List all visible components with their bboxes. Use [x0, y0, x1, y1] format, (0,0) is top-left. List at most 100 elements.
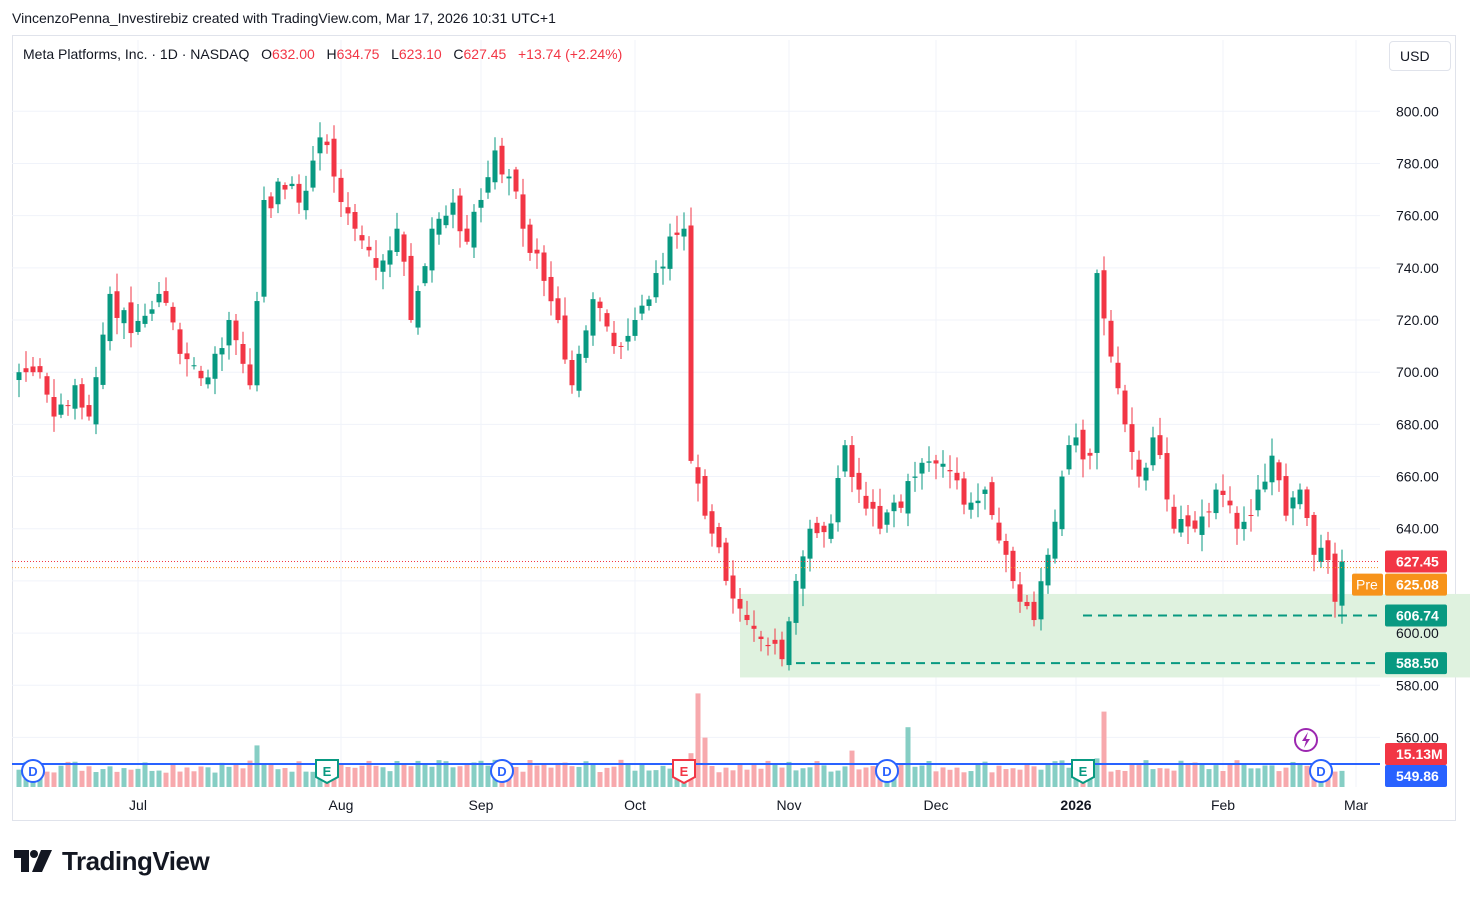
volume-bar — [1129, 763, 1135, 787]
candle — [121, 307, 127, 339]
volume-bar — [1122, 770, 1128, 787]
candle — [1178, 505, 1184, 537]
candle — [1122, 384, 1128, 433]
candle — [688, 207, 694, 464]
volume-bar — [51, 772, 57, 787]
volume-bar — [933, 771, 939, 787]
volume-bar — [562, 762, 568, 787]
candle-body — [1101, 270, 1107, 319]
volume-bar — [107, 766, 113, 787]
candle-body — [961, 478, 967, 505]
candle — [968, 492, 974, 519]
candle-body — [324, 141, 330, 146]
candle-body — [58, 404, 64, 415]
volume-bar — [415, 760, 421, 787]
volume-bar — [583, 761, 589, 787]
candle-body — [1262, 481, 1268, 490]
volume-bar — [429, 766, 435, 787]
candle — [1066, 435, 1072, 475]
volume-bar — [401, 764, 407, 787]
candle-body — [737, 598, 743, 609]
volume-bar — [261, 763, 267, 787]
candle-body — [891, 502, 897, 512]
volume-bar — [912, 766, 918, 787]
candle — [961, 471, 967, 515]
currency-selector[interactable]: USD — [1389, 41, 1451, 71]
dividend-marker-circle — [21, 759, 45, 783]
volume-bar — [961, 772, 967, 787]
candle — [618, 342, 624, 359]
volume-bar — [618, 759, 624, 787]
volume-bar — [520, 771, 526, 787]
candle — [828, 514, 834, 544]
candle-body — [772, 639, 778, 644]
candle-body — [282, 184, 288, 190]
candle-body — [674, 232, 680, 235]
candle-body — [590, 299, 596, 336]
candle-body — [849, 445, 855, 478]
candle — [891, 494, 897, 528]
candle-body — [142, 315, 148, 324]
candle-body — [436, 218, 442, 235]
candle — [870, 489, 876, 527]
volume-bar — [135, 768, 141, 787]
volume-bar — [128, 769, 134, 787]
candle — [408, 243, 414, 323]
volume-bar — [1220, 770, 1226, 787]
candle-body — [1276, 462, 1282, 481]
candle-body — [1122, 390, 1128, 425]
volume-average-tag: 549.86 — [1385, 765, 1447, 787]
candle-body — [366, 246, 372, 251]
candle — [513, 166, 519, 200]
volume-bar — [1052, 761, 1058, 787]
candle-body — [261, 200, 267, 297]
candle-body — [163, 291, 169, 303]
candle — [1276, 459, 1282, 492]
candle — [1269, 438, 1275, 496]
candle — [744, 600, 750, 626]
candle-body — [926, 461, 932, 463]
volume-bar — [240, 768, 246, 787]
premarket-price-tag-text: 625.08 — [1396, 577, 1439, 593]
candle-body — [310, 160, 316, 188]
candle — [569, 350, 575, 394]
candle — [317, 122, 323, 171]
candle-body — [1269, 455, 1275, 483]
tradingview-logo-text: TradingView — [62, 845, 210, 876]
tradingview-logo[interactable]: TradingView — [14, 845, 210, 877]
candle — [65, 400, 71, 416]
volume-bar — [219, 762, 225, 787]
candle-body — [898, 501, 904, 508]
volume-bar — [114, 771, 120, 787]
candle-body — [611, 332, 617, 347]
candle — [800, 550, 806, 607]
candle — [324, 134, 330, 154]
candle — [660, 252, 666, 285]
candle-body — [716, 527, 722, 548]
candle-body — [1045, 554, 1051, 586]
volume-bar — [450, 767, 456, 787]
candle-body — [464, 228, 470, 242]
volume-bar — [744, 769, 750, 787]
candle-body — [1066, 445, 1072, 470]
price-axis-tick: 660.00 — [1396, 469, 1439, 485]
candle — [254, 291, 260, 392]
close-label: C — [453, 46, 464, 62]
candle-body — [338, 177, 344, 203]
volume-bar — [464, 763, 470, 787]
volume-bar — [1283, 767, 1289, 787]
candle-body — [1339, 561, 1345, 606]
candle — [1010, 546, 1016, 589]
open-label: O — [261, 46, 272, 62]
candle — [534, 238, 540, 269]
lightning-icon-bolt — [1302, 732, 1310, 748]
candle — [548, 261, 554, 316]
candle-body — [289, 183, 295, 187]
volume-bar — [1150, 769, 1156, 787]
volume-bar — [800, 768, 806, 787]
volume-bar — [1017, 769, 1023, 787]
volume-bar — [968, 771, 974, 787]
volume-bar — [457, 766, 463, 787]
candle — [184, 342, 190, 377]
